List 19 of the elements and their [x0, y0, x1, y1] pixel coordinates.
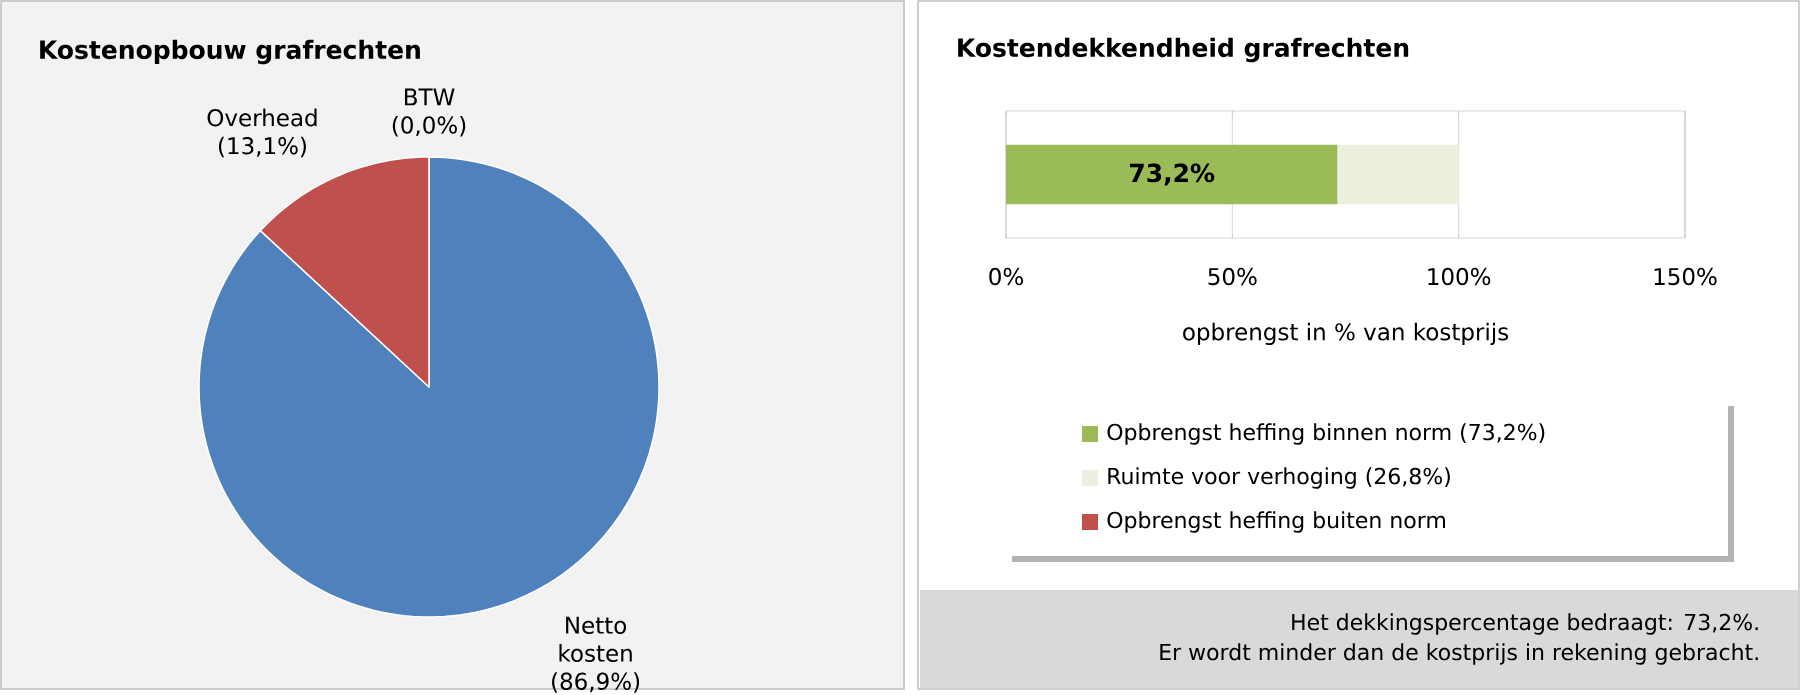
chart-title: Kostenopbouw grafrechten	[40, 39, 420, 65]
x-tick-label: 50%	[1208, 268, 1257, 286]
data-label: (86,9%)	[552, 672, 640, 693]
text: (0,0%)	[392, 116, 466, 137]
legend-label: Ruimte voor verhoging (26,8%)	[1108, 467, 1450, 489]
text: Er wordt minder dan de kostprijs in rekening gebracht.	[1160, 643, 1758, 665]
x-axis-title: opbrengst in % van kostprijs	[1183, 322, 1509, 346]
legend-label: Opbrengst heffing buiten norm	[1107, 511, 1445, 533]
chart-title: Kostendekkendheid grafrechten	[958, 37, 1409, 63]
text: Het dekkingspercentage bedraagt: 73,2%.	[1292, 613, 1758, 635]
slice-label: Netto kosten	[559, 617, 632, 663]
data-label: (13,1%)	[218, 136, 306, 158]
legend-label: Opbrengst heffing binnen norm (73,2%)	[1107, 423, 1545, 445]
x-tick-label: 150%	[1654, 268, 1717, 286]
x-tick-label: 0%	[989, 268, 1023, 286]
data-label: 73,2%	[1130, 163, 1215, 186]
category-label: BTW	[404, 88, 455, 106]
slice-label: Overhead	[207, 108, 317, 127]
x-tick-label: 100%	[1428, 268, 1491, 286]
